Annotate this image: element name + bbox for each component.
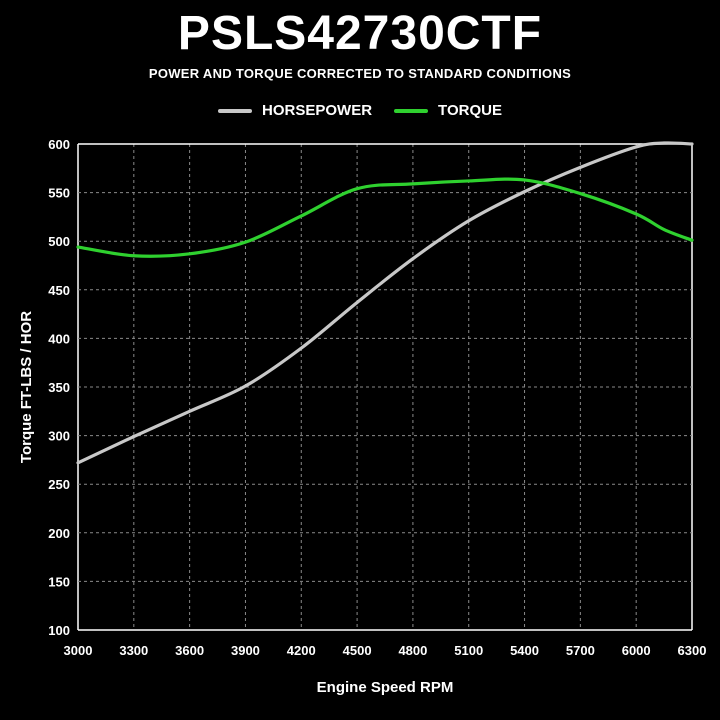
- y-axis-label: Torque FT-LBS / HOR: [18, 311, 35, 463]
- y-tick-label: 600: [48, 137, 70, 152]
- x-tick-label: 3300: [119, 643, 148, 658]
- y-tick-label: 450: [48, 283, 70, 298]
- legend-label-horsepower: HORSEPOWER: [262, 102, 373, 119]
- chart-subtitle: POWER AND TORQUE CORRECTED TO STANDARD C…: [148, 66, 572, 81]
- x-tick-label: 5400: [510, 643, 539, 658]
- legend-label-torque: TORQUE: [438, 102, 502, 119]
- legend: HORSEPOWER TORQUE: [0, 102, 720, 119]
- y-tick-label: 500: [48, 234, 70, 249]
- legend-item-torque: TORQUE: [394, 102, 502, 119]
- y-tick-label: 100: [48, 623, 70, 638]
- y-tick-label: 400: [48, 331, 70, 346]
- legend-swatch-horsepower: [218, 108, 253, 113]
- series-line-horsepower: [76, 141, 694, 465]
- legend-swatch-torque: [394, 108, 429, 113]
- x-tick-label: 4200: [287, 643, 316, 658]
- x-tick-label: 3900: [231, 643, 260, 658]
- y-tick-label: 200: [48, 526, 70, 541]
- y-tick-label: 250: [48, 477, 70, 492]
- x-tick-label: 3600: [175, 643, 204, 658]
- series-line-torque: [76, 177, 694, 258]
- legend-item-horsepower: HORSEPOWER: [218, 102, 372, 119]
- y-tick-label: 550: [48, 186, 70, 201]
- x-tick-label: 6000: [622, 643, 651, 658]
- x-tick-label: 4800: [398, 643, 427, 658]
- y-tick-label: 300: [48, 429, 70, 444]
- x-tick-label: 4500: [343, 643, 372, 658]
- x-tick-label: 5100: [454, 643, 483, 658]
- x-tick-label: 6300: [678, 643, 707, 658]
- y-tick-label: 150: [48, 574, 70, 589]
- x-tick-label: 3000: [64, 643, 93, 658]
- y-tick-label: 350: [48, 380, 70, 395]
- chart-title: PSLS42730CTF: [177, 7, 543, 60]
- x-tick-label: 5700: [566, 643, 595, 658]
- x-axis-label: Engine Speed RPM: [317, 679, 454, 696]
